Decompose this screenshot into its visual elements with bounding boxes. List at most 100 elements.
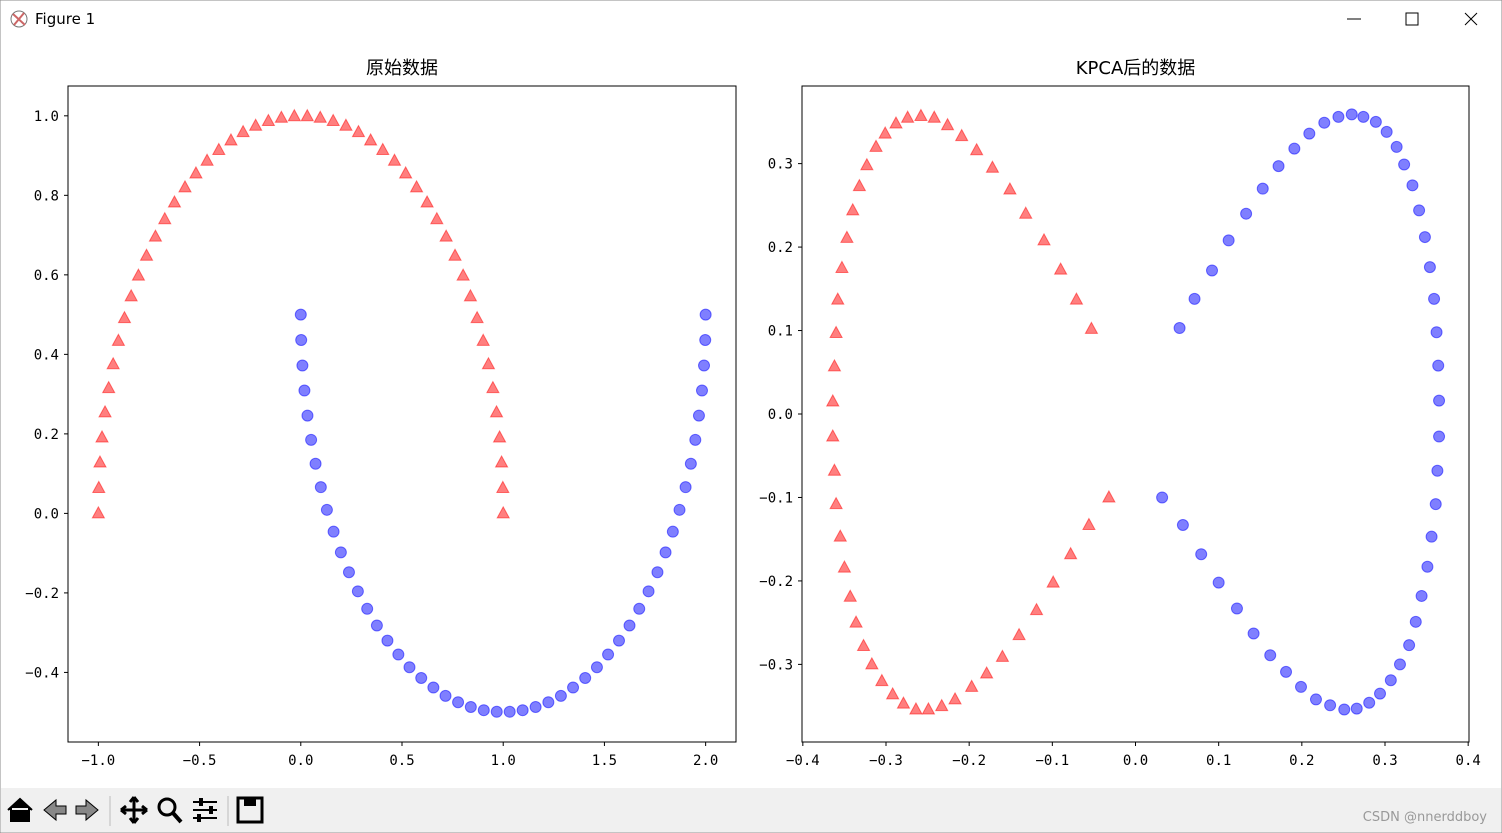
circle-point [1433,430,1446,443]
triangle-point [106,356,120,370]
triangle-point [313,110,328,123]
zoom-handle [171,811,183,824]
x-tick-label: −0.1 [1035,753,1069,769]
circle-point [1272,160,1285,173]
circle-point [1350,702,1363,715]
triangle-point [865,656,879,670]
x-tick-label: −0.5 [183,753,217,769]
pan-button[interactable] [120,796,148,824]
triangle-point [274,110,289,123]
circle-point [1195,548,1208,561]
triangle-point [860,157,874,171]
circle-point [602,648,615,661]
circle-point [1433,394,1446,407]
chart-title: 原始数据 [366,58,438,79]
circle-point [1156,491,1169,504]
y-tick-label: 0.3 [768,157,793,173]
triangle-point [398,165,413,179]
toolbar-bg [1,788,1501,832]
circle-point [1173,322,1186,335]
triangle-point [845,202,860,216]
triangle-point [874,673,889,687]
triangle-point [95,429,109,443]
triangle-point [456,268,470,281]
triangle-point [463,288,478,302]
triangle-point [1012,627,1026,641]
circle-point [612,634,625,647]
triangle-point [921,701,936,715]
triangle-point [964,679,979,692]
circle-point [361,602,374,615]
circle-point [699,334,712,347]
circle-point [1240,207,1253,220]
circle-point [1280,665,1293,678]
triangle-point [1029,602,1044,616]
title-bar: Figure 1 [10,10,1478,28]
triangle-point [470,310,484,324]
circle-point [651,566,664,579]
triangle-point [825,393,840,407]
y-tick-label: 1.0 [34,109,59,125]
circle-point [1423,261,1436,274]
triangle-point [439,229,453,242]
close-button[interactable] [1464,12,1478,26]
triangle-point [1069,292,1084,305]
triangle-point [409,179,424,193]
circle-point [1303,127,1316,140]
triangle-point [98,404,112,418]
circle-point [1429,498,1442,511]
circle-point [579,671,592,684]
triangle-point [148,229,163,242]
y-tick-label: −0.2 [25,586,59,602]
triangle-point [492,429,507,443]
circle-point [1222,234,1235,247]
y-tick-label: 0.0 [768,407,793,423]
circle-point [1206,264,1219,277]
home-button[interactable] [7,797,33,822]
circle-point [1332,110,1345,123]
triangle-point [896,696,911,709]
triangle-point [200,153,214,166]
save-button[interactable] [236,796,264,824]
circle-point [1403,639,1416,652]
app-icon-mark [12,12,26,26]
maximize-button[interactable] [1405,12,1419,26]
triangle-point [178,179,192,193]
triangle-point [969,142,984,156]
toolbar: CSDN @nnerddboy [1,788,1501,832]
y-tick-label: 0.1 [768,324,793,340]
x-tick-label: −1.0 [82,753,116,769]
zoom-button[interactable] [157,797,177,817]
triangle-point [837,560,852,573]
circle-point [1256,182,1269,195]
circle-point [689,433,702,446]
circle-point [1318,116,1331,129]
triangle-point [927,110,942,123]
circle-point [477,704,490,717]
triangle-point [93,454,107,468]
circle-point [1309,693,1322,706]
triangle-point [1003,181,1017,195]
triangle-point [1053,262,1068,275]
triangle-point [157,211,172,225]
triangle-point [481,356,496,370]
triangle-point [189,165,203,179]
x-tick-label: 0.3 [1372,753,1397,769]
circle-point [503,705,516,718]
triangle-point [494,454,509,468]
circle-point [692,409,705,422]
forward-button[interactable] [75,798,99,822]
triangle-point [835,260,849,273]
triangle-point [420,194,434,208]
triangle-point [91,480,106,493]
triangle-point [979,666,994,679]
y-tick-label: 0.8 [34,188,59,204]
circle-point [679,481,692,494]
back-button[interactable] [43,798,67,822]
triangle-point [124,288,138,302]
circle-point [623,619,636,632]
triangle-point [131,268,146,281]
y-tick-label: 0.0 [34,506,59,522]
circle-point [1398,158,1411,171]
circle-point [1428,292,1441,305]
